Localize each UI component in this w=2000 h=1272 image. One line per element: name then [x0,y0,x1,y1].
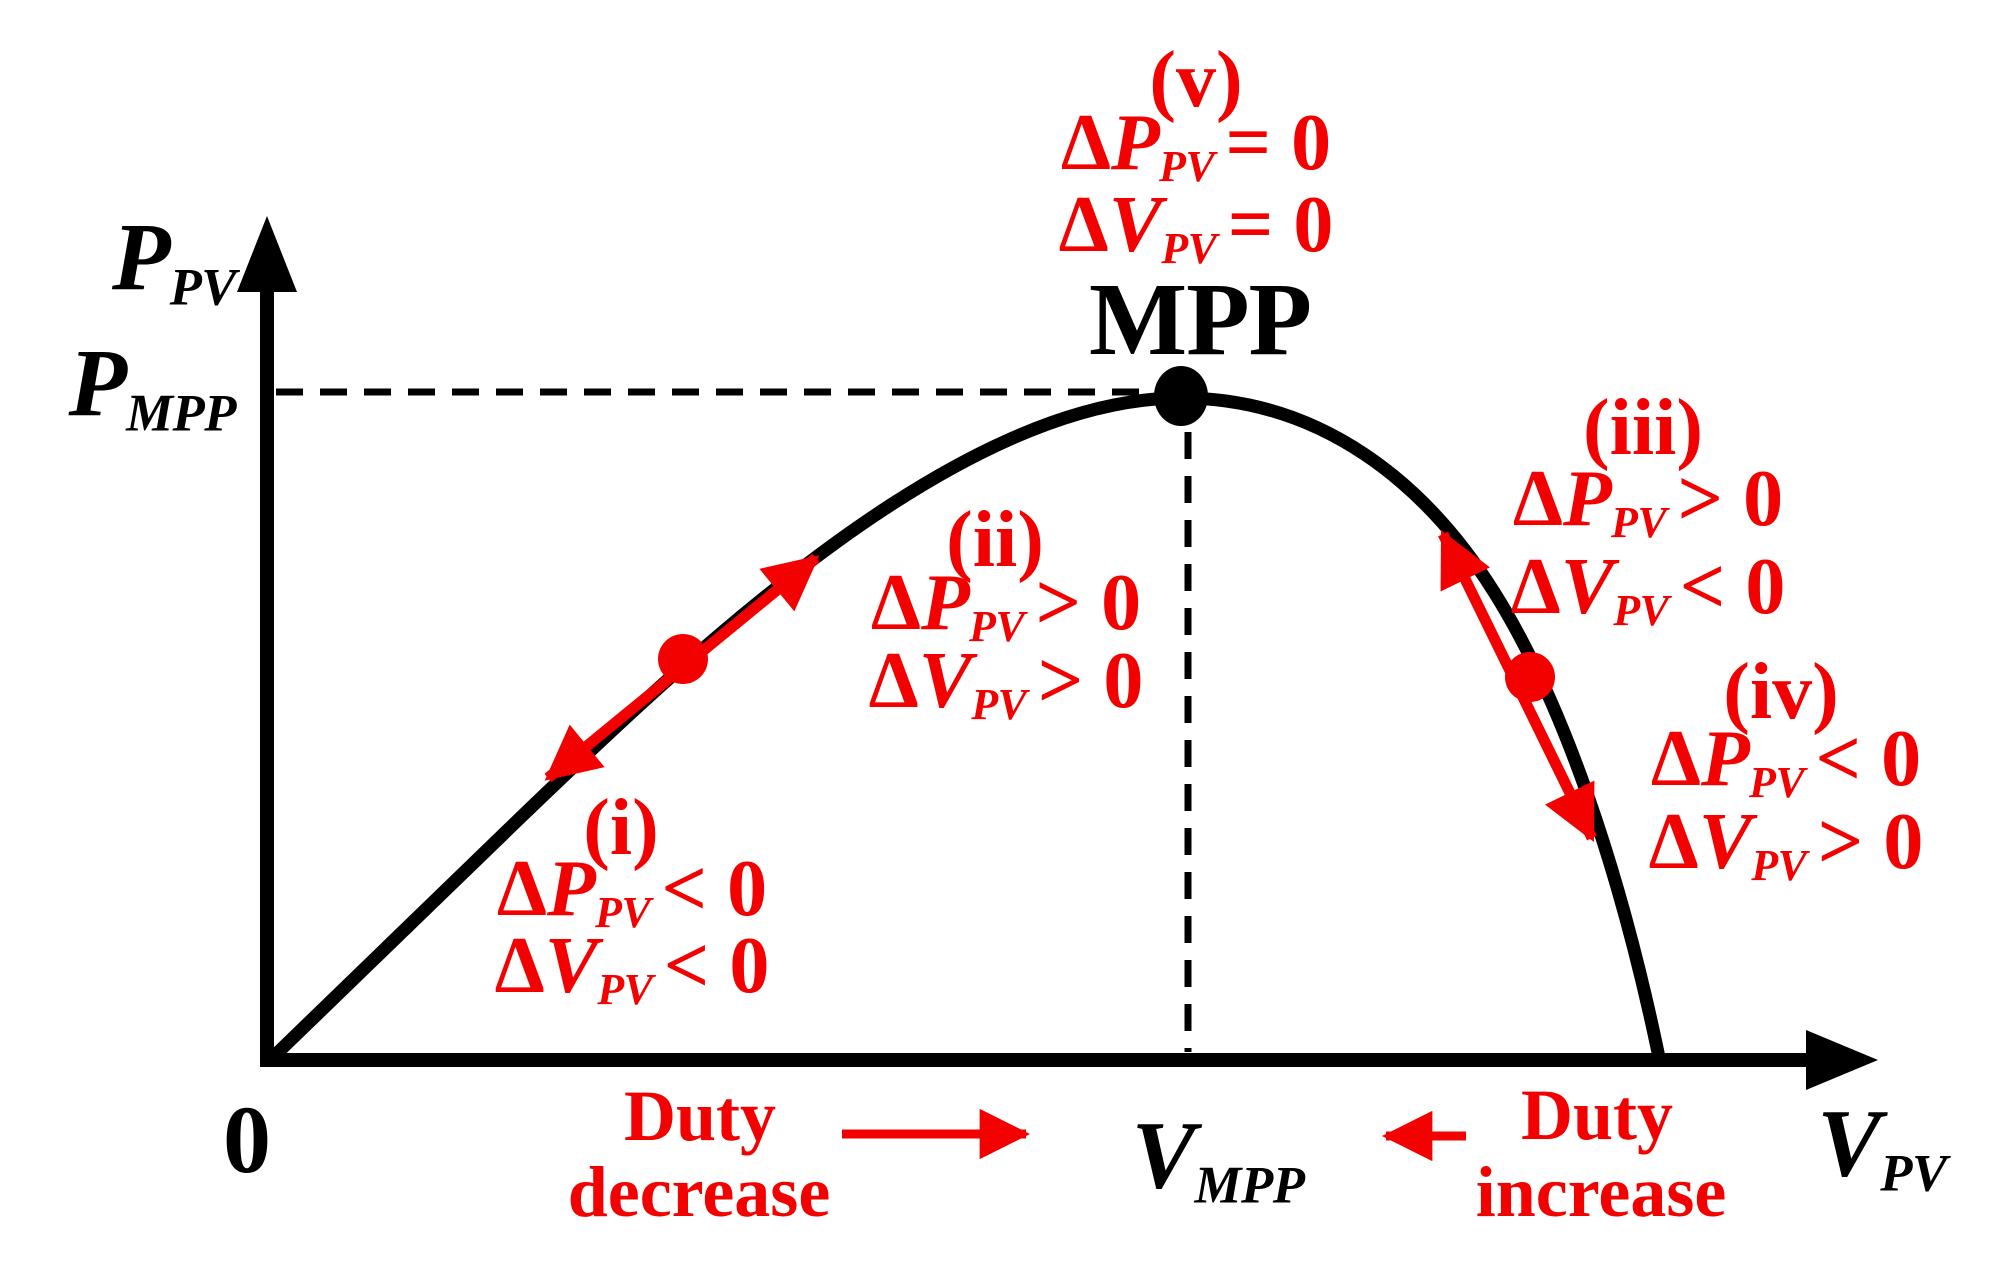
y-axis-arrowhead-icon [237,216,297,292]
delta-symbol: Δ [870,558,922,647]
v-mpp-label: VMPP [1132,1107,1305,1215]
case-i-tag: (i) [583,784,659,872]
case-i-dv-var: V [544,921,599,1010]
case-iii-dp-equation: ΔPPV > 0 [1513,459,1783,545]
case-i-dv-cmp: < 0 [663,921,770,1010]
case-iv-dv-cmp: > 0 [1817,797,1924,886]
p-mpp-label: PMPP [69,335,237,443]
case-v-tag: (v) [1149,36,1243,124]
delta-symbol: Δ [1648,797,1699,886]
case-ii-tag: (ii) [946,496,1044,584]
case-iii-dp-cmp: > 0 [1677,454,1784,543]
case-i-dp-sub: PV [595,888,651,938]
case-v-dp-var: P [1111,98,1160,187]
case-v-dv-sub: PV [1161,224,1217,274]
case-iv-tag: (iv) [1723,648,1839,736]
case-v-dp-sub: PV [1159,142,1215,192]
case-ii-dp-var: P [921,558,970,647]
delta-symbol: Δ [496,844,548,933]
case-iv-dp-var: P [1701,714,1750,803]
case-i-dv-equation: ΔVPV < 0 [495,926,770,1012]
case-iii-dp-sub: PV [1611,498,1667,548]
case-v-dp-equation: ΔPPV = 0 [1061,103,1331,189]
case-iv-dv-equation: ΔVPV > 0 [1649,802,1924,888]
duty-decrease-label-line2: decrease [567,1152,831,1232]
case-v-dv-equation: ΔVPV = 0 [1059,185,1334,271]
case-iii-dp-var: P [1563,454,1612,543]
x-axis-label-var: V [1817,1089,1882,1197]
case-iii-dv-var: V [1560,542,1615,631]
case-i-dp-var: P [547,844,596,933]
operating-point-dot-right [1505,652,1555,702]
v-mpp-label-var: V [1131,1101,1196,1209]
case-iv-dp-equation: ΔPPV < 0 [1651,719,1921,805]
delta-symbol: Δ [1650,714,1702,803]
case-iii-dv-cmp: < 0 [1679,542,1786,631]
case-v-dp-cmp: = 0 [1225,98,1332,187]
delta-symbol: Δ [1510,542,1561,631]
delta-symbol: Δ [1060,98,1112,187]
x-axis-label: VPV [1817,1095,1947,1203]
duty-increase-label-line2: increase [1475,1152,1727,1232]
case-i-dv-sub: PV [597,965,653,1015]
v-mpp-label-sub: MPP [1194,1156,1305,1215]
mpp-text-label: MPP [1088,262,1312,377]
x-axis-arrowhead-icon [1806,1030,1878,1090]
delta-symbol: Δ [1512,454,1564,543]
x-axis-label-sub: PV [1880,1144,1947,1203]
case-v-dv-var: V [1108,180,1163,269]
case-ii-dp-equation: ΔPPV > 0 [871,563,1141,649]
case-ii-dv-equation: ΔVPV > 0 [869,641,1144,727]
y-axis-label-var: P [111,203,171,311]
p-mpp-label-var: P [68,329,128,437]
case-iii-dv-equation: ΔVPV < 0 [1511,547,1786,633]
case-iv-dv-sub: PV [1751,841,1807,891]
delta-symbol: Δ [868,636,919,725]
case-ii-dv-var: V [918,636,973,725]
case-ii-dv-sub: PV [971,680,1027,730]
case-iii-dv-sub: PV [1613,586,1669,636]
case-ii-dv-cmp: > 0 [1037,636,1144,725]
mpp-dot [1154,366,1208,426]
origin-label: 0 [223,1086,271,1193]
case-iv-dv-var: V [1698,797,1753,886]
duty-increase-label-line1: Duty [1520,1075,1674,1155]
case-iv-dp-sub: PV [1749,758,1805,808]
case-i-dp-equation: ΔPPV < 0 [497,849,767,935]
y-axis-label: PPV [112,209,237,317]
delta-symbol: Δ [494,921,545,1010]
case-ii-dp-cmp: > 0 [1035,558,1142,647]
y-axis-label-sub: PV [169,258,237,317]
delta-symbol: Δ [1058,180,1109,269]
duty-decrease-label-line1: Duty [623,1076,777,1156]
operating-point-dot-left [658,634,708,684]
case-i-dp-cmp: < 0 [661,844,768,933]
p-mpp-label-sub: MPP [126,384,236,443]
case-v-dv-cmp: = 0 [1227,180,1334,269]
case-ii-dp-sub: PV [969,602,1025,652]
case-iv-dp-cmp: < 0 [1815,714,1922,803]
case-iii-tag: (iii) [1583,384,1703,472]
